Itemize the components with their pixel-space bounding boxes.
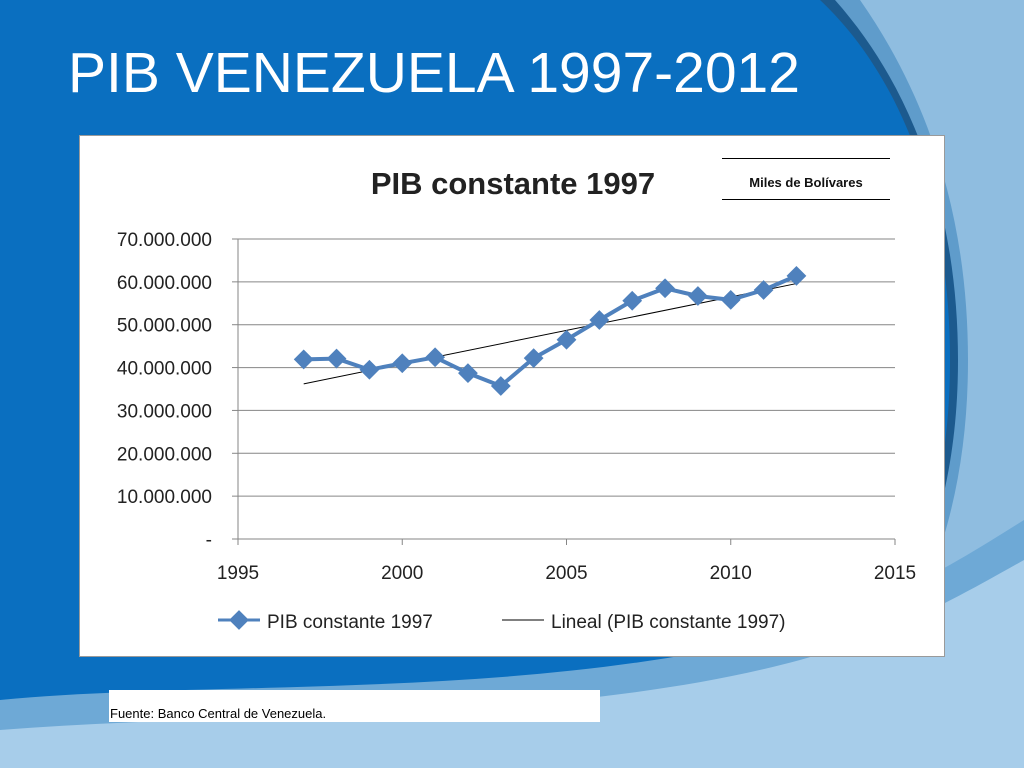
data-point xyxy=(359,359,380,380)
legend-series-marker xyxy=(229,610,249,630)
data-point xyxy=(720,289,741,310)
series-pib xyxy=(293,265,807,396)
legend-series-label: PIB constante 1997 xyxy=(267,612,433,633)
legend: PIB constante 1997 Lineal (PIB constante… xyxy=(218,610,786,633)
chart-title: PIB constante 1997 xyxy=(371,166,655,201)
unit-box: Miles de Bolívares xyxy=(722,158,890,200)
legend-trend-label: Lineal (PIB constante 1997) xyxy=(551,612,786,633)
x-tick-label: 2005 xyxy=(545,563,587,584)
data-point xyxy=(458,363,478,384)
data-point xyxy=(589,310,610,330)
x-tick-label: 2010 xyxy=(710,563,752,584)
data-point xyxy=(655,278,675,299)
data-point xyxy=(688,286,708,306)
data-point xyxy=(753,280,774,300)
data-point xyxy=(293,349,314,370)
y-tick-label: 50.000.000 xyxy=(117,316,212,337)
data-point xyxy=(786,265,807,286)
y-tick-label: 60.000.000 xyxy=(117,273,212,294)
y-tick-label: 70.000.000 xyxy=(117,230,212,251)
y-tick-label: 40.000.000 xyxy=(117,359,212,380)
data-point xyxy=(523,348,544,369)
y-tick-labels: - 10.000.000 20.000.000 30.000.000 40.000.00… xyxy=(117,230,212,551)
unit-label: Miles de Bolívares xyxy=(749,175,863,190)
chart-container: PIB constante 1997 - 10.000.000 20.000.000… xyxy=(79,135,945,657)
x-tick-labels: 1995 2000 2005 2010 2015 xyxy=(217,563,916,584)
slide-title: PIB VENEZUELA 1997-2012 xyxy=(68,41,800,105)
y-tick-label: 10.000.000 xyxy=(117,487,212,508)
data-point xyxy=(556,329,577,350)
y-tick-label: - xyxy=(206,530,212,551)
x-tick-label: 1995 xyxy=(217,563,259,584)
x-tick-label: 2000 xyxy=(381,563,423,584)
data-point xyxy=(326,348,347,369)
axes xyxy=(232,238,896,545)
data-point xyxy=(490,376,511,396)
x-tick-label: 2015 xyxy=(874,563,916,584)
data-point xyxy=(425,347,445,368)
y-tick-label: 30.000.000 xyxy=(117,401,212,422)
data-point xyxy=(622,290,643,311)
data-point xyxy=(392,353,413,374)
series-line xyxy=(303,274,798,388)
y-tick-label: 20.000.000 xyxy=(117,444,212,465)
source-text: Fuente: Banco Central de Venezuela. xyxy=(110,706,327,721)
source-box: Fuente: Banco Central de Venezuela. xyxy=(109,690,600,722)
chart-svg: PIB constante 1997 - 10.000.000 20.000.000… xyxy=(117,166,916,633)
